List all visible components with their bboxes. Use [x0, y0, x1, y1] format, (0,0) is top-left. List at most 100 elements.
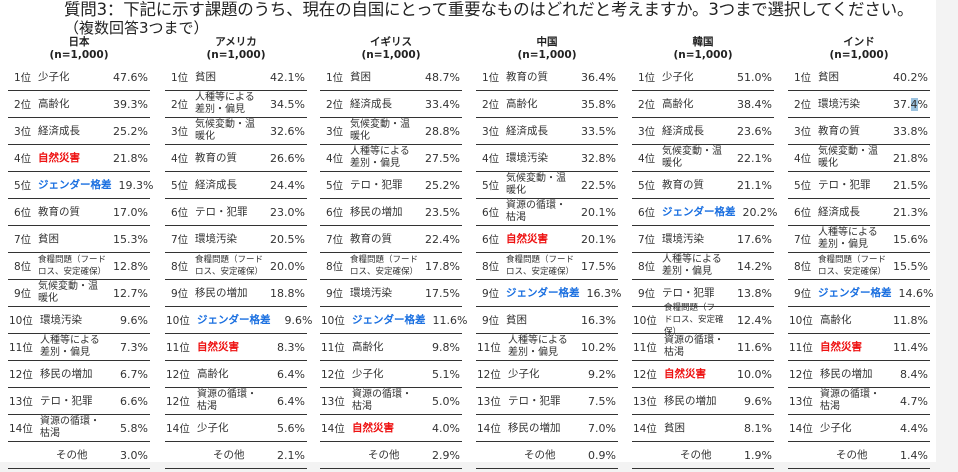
rank-label: 8位 [482, 260, 500, 273]
issue-label: 移民の増加 [195, 287, 248, 299]
rank-label: 1位 [171, 71, 189, 84]
issue-label: 人種等による差別・偏見 [508, 335, 568, 358]
table-row: 6位 経済成長 21.3% [788, 199, 930, 226]
rank-label: 2位 [794, 98, 812, 111]
issue-label: 経済成長 [662, 125, 704, 137]
percentage-value: 1.9% [744, 448, 772, 462]
table-row: 14位 移民の増加 7.0% [476, 415, 618, 442]
percentage-value: 18.8% [270, 286, 305, 300]
table-row: 8位 食糧問題（フードロス、安定確保） 17.5% [476, 253, 618, 280]
country-header: アメリカ (n=1,000) [165, 36, 307, 64]
table-row: その他 0.9% [476, 442, 618, 469]
rank-label: 8位 [14, 260, 32, 273]
rank-label: 13位 [9, 395, 33, 408]
table-row: 8位 食糧問題（フードロス、安定確保） 15.5% [788, 253, 930, 280]
table-row: 9位 環境汚染 17.5% [320, 280, 462, 307]
issue-label: 高齢化 [38, 98, 70, 110]
country-name: 中国 [536, 36, 558, 48]
rank-label: 4位 [482, 152, 500, 165]
table-row: 2位 高齢化 38.4% [632, 91, 774, 118]
issue-label: 貧困 [664, 422, 685, 434]
issue-label: 環境汚染 [818, 98, 860, 110]
table-row: 8位 食糧問題（フードロス、安定確保） 20.0% [165, 253, 307, 280]
table-row: その他 2.9% [320, 442, 462, 469]
issue-label: 高齢化 [506, 98, 538, 110]
rank-label: 12位 [789, 368, 813, 381]
issue-label: 環境汚染 [350, 287, 392, 299]
issue-label: 少子化 [352, 368, 384, 380]
rank-label: 10位 [789, 314, 813, 327]
issue-label: 教育の質 [38, 206, 80, 218]
rank-label: 1位 [326, 71, 344, 84]
table-row: 1位 貧困 40.2% [788, 64, 930, 91]
table-row: 4位 自然災害 21.8% [8, 145, 150, 172]
rank-label: 9位 [638, 287, 656, 300]
table-row: 6位 教育の質 17.0% [8, 199, 150, 226]
table-row: その他 3.0% [8, 442, 150, 469]
percentage-value: 16.3% [586, 286, 622, 300]
rank-label: 5位 [638, 179, 656, 192]
rank-label: 12位 [9, 368, 33, 381]
table-row: 1位 貧困 42.1% [165, 64, 307, 91]
rank-label: 3位 [482, 125, 500, 138]
issue-label: ジェンダー格差 [818, 287, 892, 299]
issue-label: 資源の循環・枯渇 [820, 389, 880, 412]
percentage-value: 8.3% [277, 340, 305, 354]
sample-size: (n=1,000) [829, 49, 889, 61]
table-row: 5位 テロ・犯罪 21.5% [788, 172, 930, 199]
table-row: 12位 移民の増加 6.7% [8, 361, 150, 388]
table-row: 5位 教育の質 21.1% [632, 172, 774, 199]
country-table-usa: アメリカ (n=1,000) 1位 貧困 42.1% 2位 人種等による差別・偏見 34.5%… [165, 36, 313, 469]
percentage-value: 20.2% [742, 205, 778, 219]
percentage-value: 11.4% [893, 340, 928, 354]
percentage-value: 24.4% [270, 178, 305, 192]
rank-label: 6位 [326, 206, 344, 219]
rank-label: 2位 [638, 98, 656, 111]
rank-label: 4位 [794, 152, 812, 165]
percentage-value: 17.6% [737, 232, 772, 246]
issue-label: 移民の増加 [820, 368, 873, 380]
rank-label: 7位 [171, 233, 189, 246]
country-header: 日本 (n=1,000) [8, 36, 150, 64]
country-header: インド (n=1,000) [788, 36, 930, 64]
issue-label: 高齢化 [820, 314, 852, 326]
issue-label: 教育の質 [818, 125, 860, 137]
percentage-value: 35.8% [581, 97, 616, 111]
rank-label: 6位 [482, 206, 500, 219]
percentage-value: 9.6% [120, 313, 148, 327]
rank-label: 6位 [171, 206, 189, 219]
table-row: 9位 ジェンダー格差 16.3% [476, 280, 622, 307]
table-row: 5位 経済成長 24.4% [165, 172, 307, 199]
percentage-value: 28.8% [425, 124, 460, 138]
rank-label: 5位 [14, 179, 32, 192]
country-name: イギリス [370, 36, 412, 48]
rank-label: 2位 [14, 98, 32, 111]
rank-label: 11位 [789, 341, 813, 354]
table-row: 14位 貧困 8.1% [632, 415, 774, 442]
issue-label: 経済成長 [350, 98, 392, 110]
table-row: 7位 教育の質 22.4% [320, 226, 462, 253]
percentage-value: 15.6% [893, 232, 928, 246]
rank-label: 6位 [482, 233, 500, 246]
issue-label: 食糧問題（フードロス、安定確保） [664, 303, 724, 337]
table-row: 11位 人種等による差別・偏見 10.2% [476, 334, 618, 361]
percentage-value: 32.8% [581, 151, 616, 165]
issue-label: 少子化 [508, 368, 540, 380]
rank-label: 9位 [794, 287, 812, 300]
issue-label: 移民の増加 [40, 368, 93, 380]
percentage-value: 17.5% [425, 286, 460, 300]
table-row: 13位 資源の循環・枯渇 5.0% [320, 388, 462, 415]
percentage-value: 8.4% [900, 367, 928, 381]
percentage-value: 4.0% [432, 421, 460, 435]
table-row: 3位 教育の質 33.8% [788, 118, 930, 145]
table-row: 10位 高齢化 11.8% [788, 307, 930, 334]
rank-label: 3位 [171, 125, 189, 138]
percentage-value: 33.5% [581, 124, 616, 138]
percentage-value: 20.1% [581, 232, 616, 246]
rank-label: 7位 [638, 233, 656, 246]
percentage-value: 51.0% [737, 70, 772, 84]
issue-label: テロ・犯罪 [508, 395, 561, 407]
rank-label: 6位 [794, 206, 812, 219]
rank-label: 12位 [166, 368, 190, 381]
table-row: 9位 気候変動・温暖化 12.7% [8, 280, 150, 307]
